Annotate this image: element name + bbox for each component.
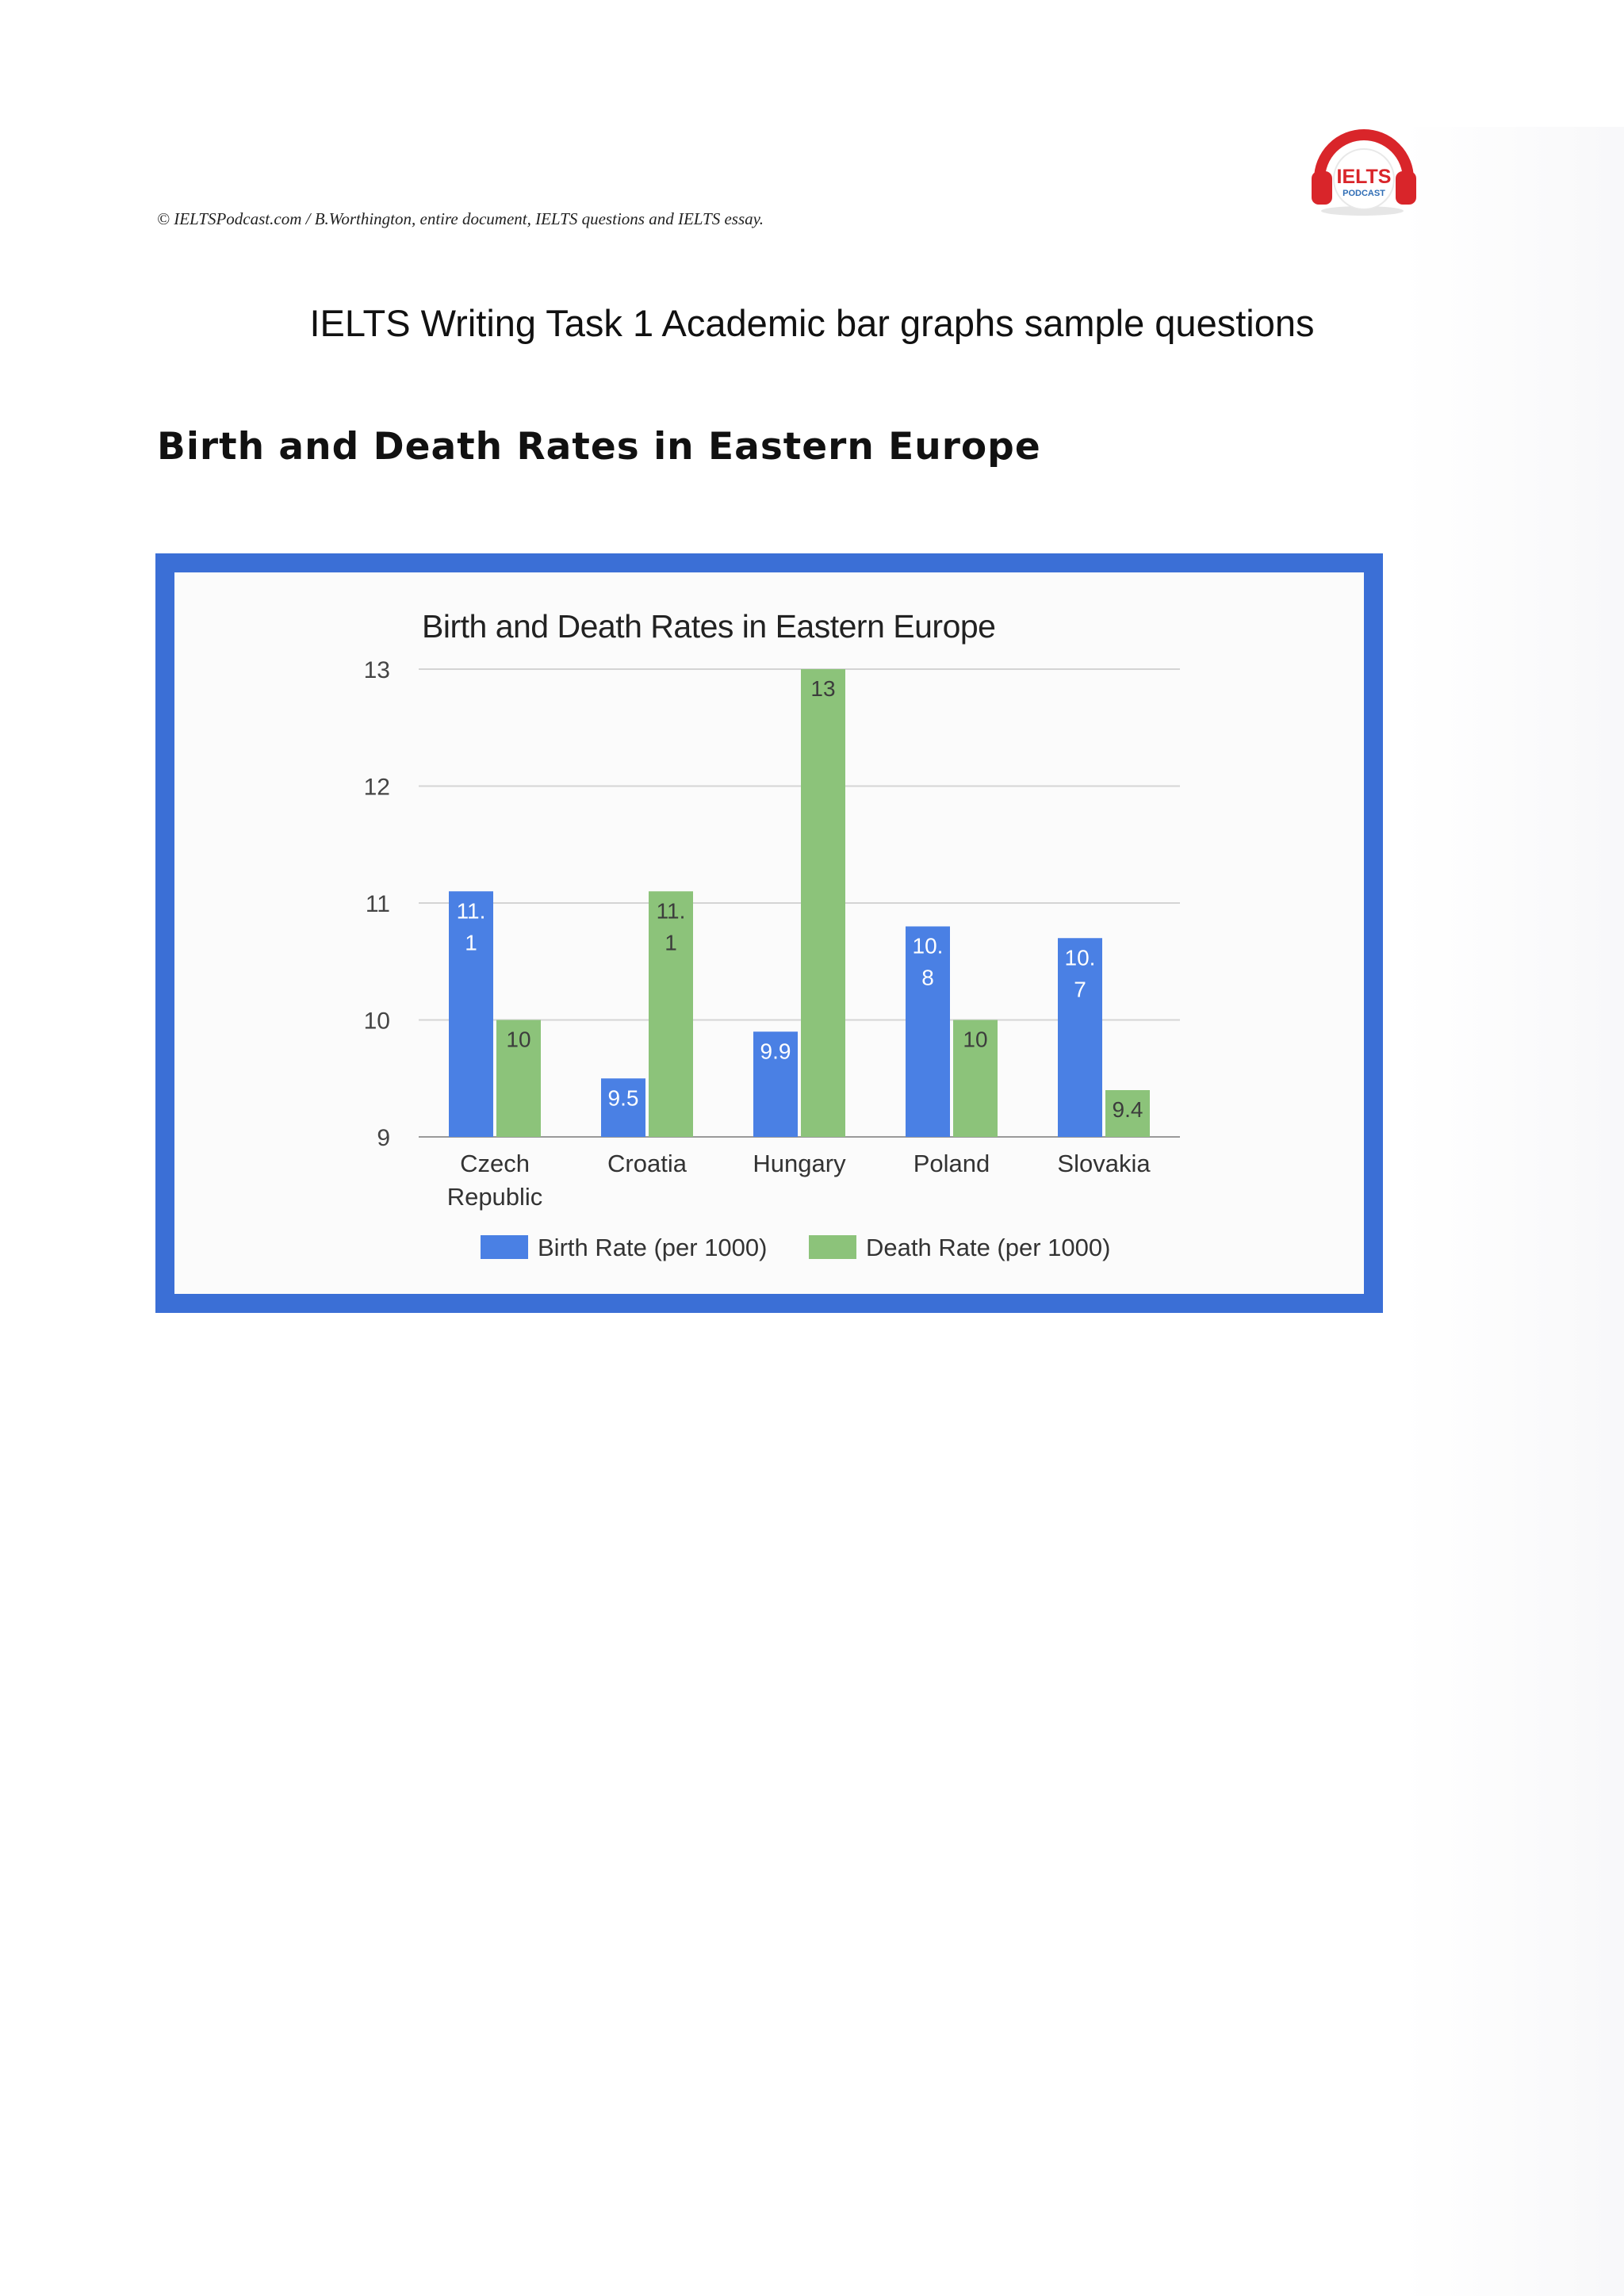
y-tick-label: 11	[366, 891, 390, 917]
logo-text-top: IELTS	[1337, 166, 1392, 188]
section-title: Birth and Death Rates in Eastern Europe	[157, 425, 1041, 469]
y-tick-label: 10	[364, 1008, 390, 1035]
death-rate-bar	[953, 1020, 998, 1137]
bar-value-label: 11. 1	[457, 898, 486, 955]
x-tick-label: Hungary	[753, 1150, 846, 1177]
bar-value-label: 11. 1	[657, 898, 686, 955]
legend-label: Birth Rate (per 1000)	[538, 1234, 767, 1261]
death-rate-bar	[801, 669, 845, 1137]
legend: Birth Rate (per 1000) Death Rate (per 100…	[481, 1234, 1110, 1261]
bar-value-label: 9.4	[1113, 1097, 1143, 1122]
chart-frame: Birth and Death Rates in Eastern Europe …	[155, 553, 1383, 1313]
birth-rate-bar	[753, 1031, 798, 1137]
page-edge-shade	[1404, 127, 1624, 2296]
chart-title: Birth and Death Rates in Eastern Europe	[422, 608, 996, 645]
x-axis-ticks: Czech Republic Croatia Hungary Poland Slovaki…	[447, 1150, 1151, 1211]
bar-value-label: 13	[810, 676, 835, 701]
death-rate-bar	[1105, 1090, 1150, 1137]
chart-panel: Birth and Death Rates in Eastern Europe …	[174, 572, 1364, 1294]
legend-label: Death Rate (per 1000)	[866, 1234, 1110, 1261]
x-tick-label: Poland	[914, 1150, 990, 1177]
death-rate-bar	[649, 891, 693, 1137]
legend-swatch-death	[809, 1235, 856, 1259]
ielts-podcast-logo: IELTS PODCAST	[1312, 129, 1416, 216]
gridlines	[419, 668, 1180, 1138]
bar-value-label: 10. 7	[1065, 945, 1096, 1001]
copyright-notice: © IELTSPodcast.com / B.Worthington, enti…	[157, 209, 764, 228]
y-tick-label: 13	[364, 657, 390, 683]
page-heading: IELTS Writing Task 1 Academic bar graphs…	[309, 302, 1315, 344]
birth-rate-bar	[601, 1078, 645, 1137]
bar-value-label: 9.5	[608, 1085, 639, 1110]
bar-value-label: 10	[963, 1027, 987, 1052]
bar-chart: Birth and Death Rates in Eastern Europe …	[364, 608, 1180, 1261]
bar-value-label: 9.9	[760, 1039, 791, 1063]
y-axis-ticks: 9 10 11 12 13	[364, 657, 390, 1151]
birth-rate-bar	[906, 926, 950, 1137]
bar-value-label: 10. 8	[913, 934, 944, 990]
logo-text-bottom: PODCAST	[1342, 189, 1385, 198]
x-tick-label: Slovakia	[1057, 1150, 1151, 1177]
birth-rate-bar	[449, 891, 493, 1137]
birth-rate-bar	[1058, 938, 1102, 1137]
y-tick-label: 9	[377, 1125, 390, 1151]
bar-value-label: 10	[506, 1027, 530, 1052]
y-tick-label: 12	[364, 775, 390, 801]
x-tick-label: Croatia	[607, 1150, 688, 1177]
x-tick-label: Czech Republic	[447, 1150, 543, 1211]
legend-swatch-birth	[481, 1235, 528, 1259]
death-rate-bar	[496, 1020, 541, 1137]
bars: 11. 1 10 9.5 11. 1 9.9 13 10. 8 10 10. 7 9.4	[449, 669, 1150, 1137]
